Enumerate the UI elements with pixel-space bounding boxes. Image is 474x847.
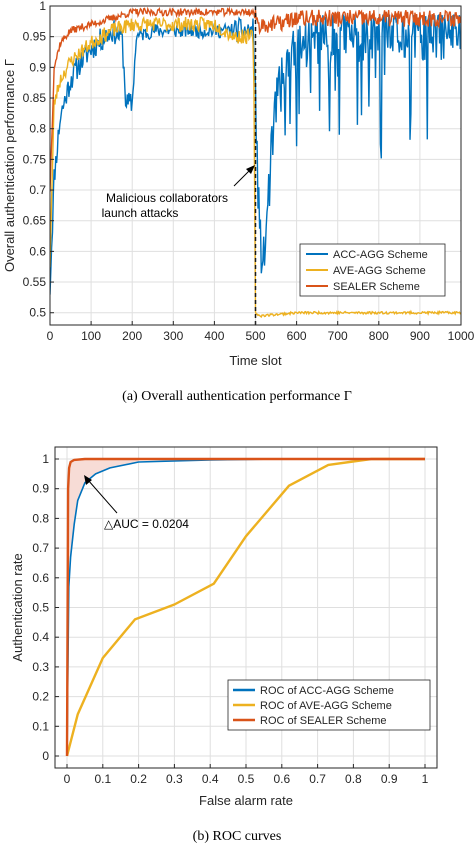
chart-a-ytick-label-2: 0.6: [29, 244, 46, 258]
chart-b-xtick-label-6: 0.6: [273, 772, 290, 786]
chart-b-xtick-label-7: 0.7: [309, 772, 326, 786]
chart-a-legend-label-2: SEALER Scheme: [333, 281, 420, 293]
chart-b: 0 0.1 0.2 0.3 0.4 0.5 0.6 0.7 0.8 0.9 1 0 0.1 0.2 0.3 0…: [10, 446, 438, 844]
chart-b-legend-label-2: ROC of SEALER Scheme: [260, 715, 387, 727]
chart-b-xtick-label-5: 0.5: [238, 772, 255, 786]
chart-a-ytick-label-1: 0.55: [23, 275, 47, 289]
chart-b-ytick-label-3: 0.3: [32, 660, 49, 674]
chart-b-xtick-label-10: 1: [422, 772, 429, 786]
chart-a-xtick-label-10: 1000: [448, 329, 474, 343]
chart-a-annotation-line-1: Malicious collaborators: [106, 191, 228, 205]
chart-a-legend-label-0: ACC-AGG Scheme: [333, 249, 428, 261]
chart-a-series-1-line: [50, 16, 461, 318]
chart-b-xtick-label-8: 0.8: [345, 772, 362, 786]
chart-b-xtick-label-9: 0.9: [381, 772, 398, 786]
chart-a-xtick-label-7: 700: [328, 329, 348, 343]
chart-a-ytick-label-8: 0.9: [29, 60, 46, 74]
chart-b-annotation-text: △AUC = 0.0204: [104, 517, 189, 531]
chart-b-annotation-arrow-shaft: [87, 479, 118, 514]
chart-a-legend-label-1: AVE-AGG Scheme: [333, 265, 426, 277]
chart-a-xtick-label-0: 0: [47, 329, 54, 343]
chart-b-xtick-label-3: 0.3: [166, 772, 183, 786]
chart-a-xtick-label-4: 400: [204, 329, 224, 343]
chart-a-caption: (a) Overall authentication performance Γ: [122, 389, 352, 404]
chart-a-ytick-label-3: 0.65: [23, 214, 47, 228]
chart-a-xtick-label-5: 500: [245, 329, 265, 343]
chart-a-xlabel: Time slot: [229, 353, 282, 368]
chart-b-ytick-label-6: 0.6: [32, 571, 49, 585]
chart-b-ytick-label-4: 0.4: [32, 630, 49, 644]
chart-b-annotation-arrowhead: [84, 475, 92, 485]
chart-b-ytick-label-2: 0.2: [32, 690, 49, 704]
chart-b-ytick-label-0: 0: [42, 749, 49, 763]
chart-b-ylabel: Authentication rate: [10, 553, 25, 661]
chart-a-xtick-label-6: 600: [287, 329, 307, 343]
chart-a-xtick-label-3: 300: [163, 329, 183, 343]
chart-b-ytick-label-10: 1: [42, 452, 49, 466]
chart-a-ytick-label-6: 0.8: [29, 122, 46, 136]
chart-a-ytick-label-0: 0.5: [29, 306, 46, 320]
chart-a-xtick-label-2: 200: [122, 329, 142, 343]
chart-b-xlabel: False alarm rate: [199, 793, 293, 808]
chart-b-ytick-label-7: 0.7: [32, 541, 49, 555]
chart-b-xtick-label-0: 0: [64, 772, 71, 786]
chart-b-series-1-line: [65, 457, 425, 757]
chart-a: 0 100 200 300 400 500 600 700 800 900 1000 0.5 0.55 0…: [2, 0, 474, 404]
chart-a-xtick-label-8: 800: [369, 329, 389, 343]
chart-a-ytick-label-4: 0.7: [29, 183, 46, 197]
chart-a-ytick-label-10: 1: [39, 0, 46, 13]
chart-a-xtick-label-9: 900: [410, 329, 430, 343]
chart-a-series-2-line: [50, 6, 461, 192]
chart-b-ytick-label-1: 0.1: [32, 719, 49, 733]
chart-b-legend-label-0: ROC of ACC-AGG Scheme: [260, 685, 394, 697]
chart-a-ytick-label-7: 0.85: [23, 91, 47, 105]
chart-b-xtick-label-4: 0.4: [202, 772, 219, 786]
chart-b-caption: (b) ROC curves: [193, 829, 282, 844]
chart-b-ytick-label-8: 0.8: [32, 511, 49, 525]
chart-b-ytick-label-9: 0.9: [32, 482, 49, 496]
chart-a-ytick-label-9: 0.95: [23, 30, 47, 44]
chart-b-legend-label-1: ROC of AVE-AGG Scheme: [260, 700, 392, 712]
chart-a-ytick-label-5: 0.75: [23, 152, 47, 166]
chart-a-xtick-label-1: 100: [81, 329, 101, 343]
chart-b-auc-shading: [67, 459, 139, 756]
chart-b-legend-box: [227, 679, 431, 731]
chart-a-annotation-line-2: launch attacks: [102, 206, 179, 220]
chart-b-xtick-label-2: 0.2: [130, 772, 147, 786]
chart-a-ylabel: Overall authentication performance Γ: [2, 59, 17, 272]
chart-b-ytick-label-5: 0.5: [32, 601, 49, 615]
chart-b-series-2-line: [65, 457, 425, 757]
chart-a-annotation-arrowhead: [246, 165, 255, 174]
chart-b-xtick-label-1: 0.1: [94, 772, 111, 786]
